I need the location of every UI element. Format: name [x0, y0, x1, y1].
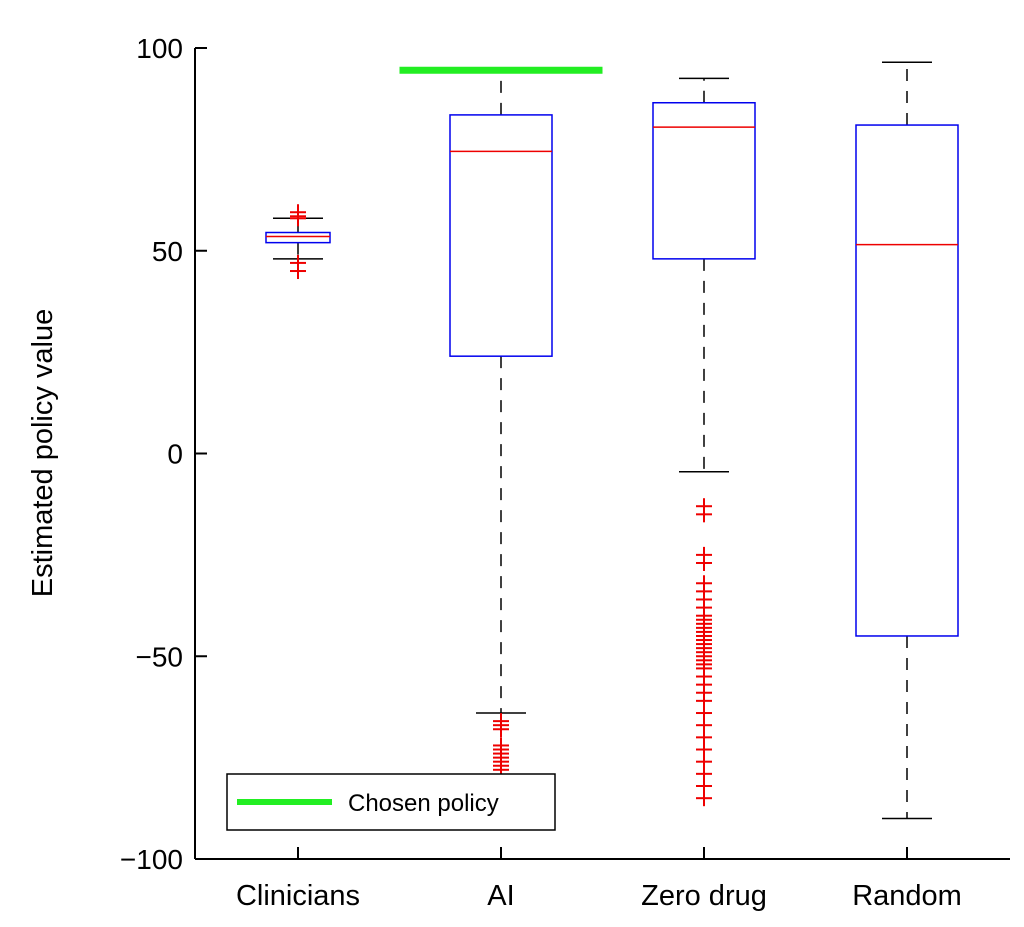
box-zero-drug	[652, 77, 756, 807]
y-tick-label: −100	[120, 844, 183, 875]
x-tick-label: AI	[487, 880, 514, 912]
legend-label-chosen-policy: Chosen policy	[348, 790, 499, 817]
outlier-point	[696, 554, 712, 571]
y-tick-label: −50	[136, 641, 184, 672]
box-rect	[449, 114, 553, 357]
box-rect	[855, 124, 959, 637]
outlier-point	[493, 721, 509, 738]
outlier-point	[290, 263, 306, 280]
box-rect	[265, 231, 331, 244]
box-ai	[449, 71, 553, 778]
outlier-point	[696, 790, 712, 807]
x-tick-label: Clinicians	[236, 880, 360, 912]
y-tick-label: 50	[152, 236, 183, 267]
y-tick-label: 100	[136, 33, 183, 64]
box-random	[855, 61, 959, 820]
outlier-point	[290, 210, 306, 227]
outlier-point	[696, 506, 712, 523]
plot-area	[265, 61, 959, 820]
y-axis-title: Estimated policy value	[27, 309, 59, 598]
axes: 100 50 0 −50 −100 Clinicians AI Zero drug Random	[120, 33, 1010, 912]
box-clinicians	[265, 204, 331, 280]
x-tick-label: Random	[852, 880, 962, 912]
y-tick-label: 0	[167, 439, 183, 470]
box-rect	[652, 101, 756, 260]
x-tick-label: Zero drug	[641, 880, 767, 912]
legend: Chosen policy	[226, 773, 556, 831]
